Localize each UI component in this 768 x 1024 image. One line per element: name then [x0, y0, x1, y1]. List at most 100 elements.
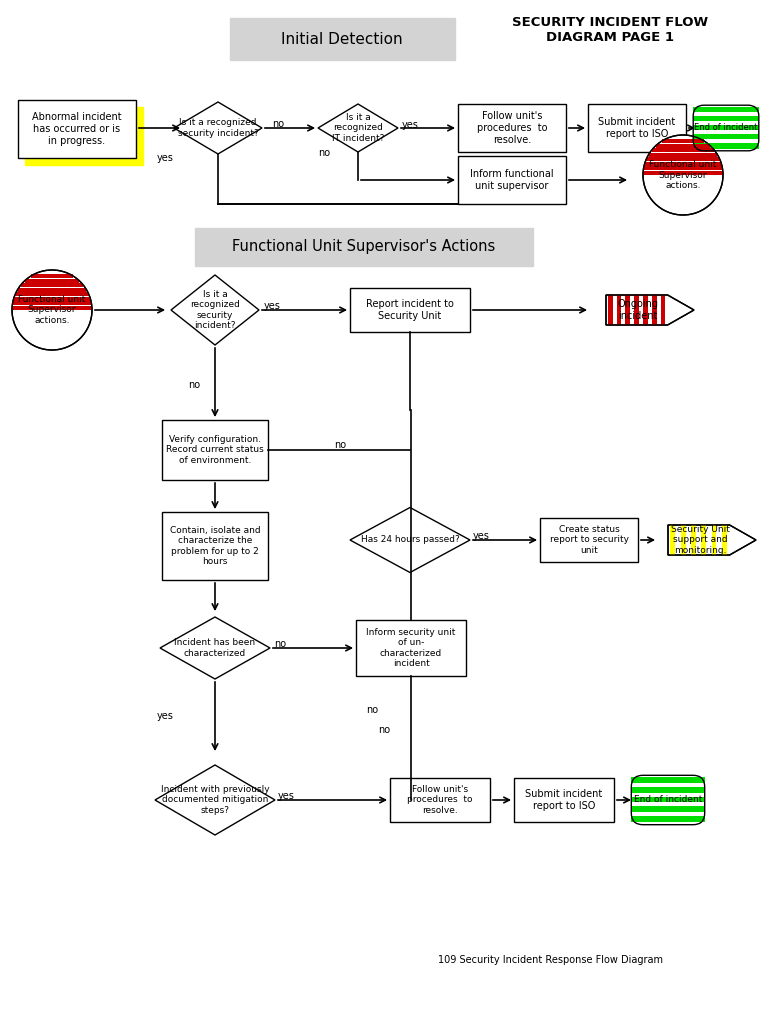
Bar	[458, 156, 566, 204]
Bar	[631, 786, 705, 793]
Text: Create status
report to security
unit: Create status report to security unit	[549, 525, 628, 555]
Bar	[651, 148, 714, 152]
Polygon shape	[668, 525, 756, 555]
Circle shape	[643, 135, 723, 215]
Bar	[350, 288, 470, 332]
Circle shape	[12, 270, 92, 350]
Text: yes: yes	[157, 711, 174, 721]
Bar	[656, 144, 710, 147]
Bar	[12, 306, 92, 309]
Text: End of incident: End of incident	[634, 796, 702, 805]
Bar	[694, 106, 759, 112]
Bar	[588, 104, 686, 152]
Bar	[540, 518, 638, 562]
Bar	[712, 525, 717, 555]
Bar	[643, 171, 723, 174]
Bar	[694, 134, 759, 139]
Bar	[625, 295, 631, 325]
Bar	[670, 525, 675, 555]
Bar	[631, 816, 705, 822]
Text: yes: yes	[402, 120, 419, 130]
Text: Inform security unit
of un-
characterized
incident: Inform security unit of un- characterize…	[366, 628, 455, 668]
Bar	[634, 295, 639, 325]
Bar	[631, 777, 705, 782]
FancyBboxPatch shape	[631, 775, 705, 824]
Bar	[644, 167, 723, 170]
Text: Report incident to
Security Unit: Report incident to Security Unit	[366, 299, 454, 321]
Bar	[514, 778, 614, 822]
Bar	[18, 100, 136, 158]
Text: Is it a
recognized
IT incident?: Is it a recognized IT incident?	[332, 113, 384, 143]
Text: Functional unit
Supervisor
actions.: Functional unit Supervisor actions.	[649, 160, 717, 189]
Text: Follow unit's
procedures  to
resolve.: Follow unit's procedures to resolve.	[477, 112, 548, 144]
Bar	[691, 525, 696, 555]
Text: Functional unit
Supervisor
actions.: Functional unit Supervisor actions.	[18, 295, 86, 325]
Text: no: no	[318, 148, 330, 158]
Text: no: no	[334, 440, 346, 450]
Bar	[652, 295, 657, 325]
Bar	[195, 228, 533, 266]
Bar	[631, 797, 705, 803]
Text: Follow unit's
procedures  to
resolve.: Follow unit's procedures to resolve.	[407, 785, 473, 815]
Text: Ongoing
incident: Ongoing incident	[617, 299, 658, 321]
Bar	[643, 295, 647, 325]
Bar	[660, 295, 665, 325]
Text: Functional Unit Supervisor's Actions: Functional Unit Supervisor's Actions	[233, 240, 495, 255]
Text: Verify configuration.
Record current status
of environment.: Verify configuration. Record current sta…	[166, 435, 264, 465]
Bar	[648, 153, 717, 157]
Bar	[694, 125, 759, 130]
Bar	[646, 158, 720, 161]
Bar	[458, 104, 566, 152]
Bar	[21, 284, 84, 287]
Text: yes: yes	[157, 153, 174, 163]
Text: Incident with previously
documented mitigation
steps?: Incident with previously documented miti…	[161, 785, 270, 815]
Text: no: no	[188, 380, 200, 390]
Text: Incident has been
characterized: Incident has been characterized	[174, 638, 256, 657]
Text: no: no	[272, 119, 284, 129]
Text: no: no	[366, 705, 378, 715]
Polygon shape	[174, 102, 262, 154]
Text: yes: yes	[264, 301, 281, 311]
Bar	[15, 293, 89, 296]
Bar	[31, 274, 74, 279]
Text: SECURITY INCIDENT FLOW
DIAGRAM PAGE 1: SECURITY INCIDENT FLOW DIAGRAM PAGE 1	[512, 16, 708, 44]
Text: Submit incident
report to ISO: Submit incident report to ISO	[525, 790, 603, 811]
Text: Security Unit
support and
monitoring.: Security Unit support and monitoring.	[670, 525, 730, 555]
Bar	[230, 18, 455, 60]
Bar	[617, 295, 621, 325]
Bar	[12, 301, 91, 305]
Polygon shape	[318, 104, 398, 152]
Bar	[694, 116, 759, 121]
Bar	[25, 279, 79, 283]
Text: Inform functional
unit supervisor: Inform functional unit supervisor	[470, 169, 554, 190]
FancyBboxPatch shape	[694, 105, 759, 151]
Bar	[14, 297, 91, 301]
Text: Abnormal incident
has occurred or is
in progress.: Abnormal incident has occurred or is in …	[32, 113, 122, 145]
Bar	[701, 525, 706, 555]
Bar	[694, 143, 759, 148]
Bar	[390, 778, 490, 822]
Text: Contain, isolate and
characterize the
problem for up to 2
hours: Contain, isolate and characterize the pr…	[170, 526, 260, 566]
Bar	[661, 139, 704, 143]
Text: Is it a
recognized
security
incident?: Is it a recognized security incident?	[190, 290, 240, 330]
Text: 109 Security Incident Response Flow Diagram: 109 Security Incident Response Flow Diag…	[438, 955, 663, 965]
Bar	[356, 620, 466, 676]
Bar	[607, 295, 613, 325]
Bar	[162, 420, 268, 480]
Polygon shape	[160, 617, 270, 679]
Polygon shape	[155, 765, 275, 835]
Bar	[722, 525, 727, 555]
Bar	[25, 106, 143, 165]
Text: yes: yes	[473, 531, 490, 541]
Text: no: no	[378, 725, 390, 735]
Text: End of incident: End of incident	[694, 124, 758, 132]
Text: Submit incident
report to ISO: Submit incident report to ISO	[598, 117, 676, 139]
Bar	[162, 512, 268, 580]
Text: Has 24 hours passed?: Has 24 hours passed?	[361, 536, 459, 545]
Polygon shape	[171, 275, 259, 345]
Polygon shape	[606, 295, 694, 325]
Text: yes: yes	[278, 791, 295, 801]
Bar	[644, 162, 721, 166]
Text: Initial Detection: Initial Detection	[281, 32, 402, 46]
Bar	[680, 525, 686, 555]
